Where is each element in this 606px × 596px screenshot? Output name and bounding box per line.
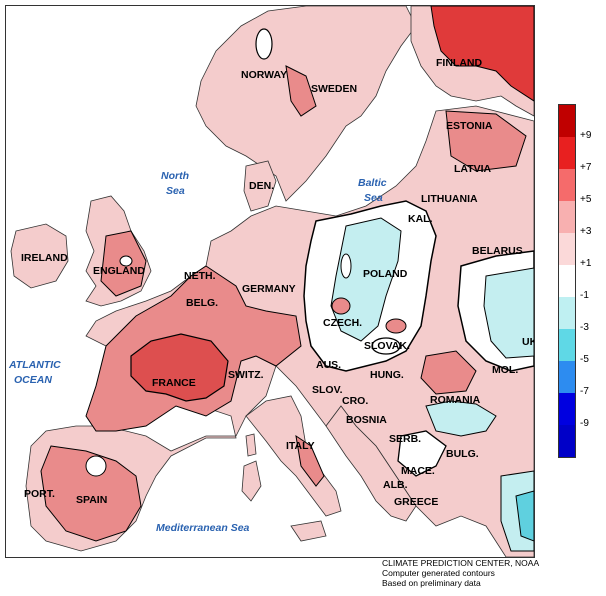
country-label: CRO. (342, 395, 368, 407)
anomaly-finland-warm (430, 6, 534, 102)
legend-swatch (559, 137, 575, 169)
sea-label-atlantic: ATLANTIC (8, 359, 61, 371)
legend-tick-label: +1 (580, 258, 592, 269)
contour-loop (340, 253, 352, 279)
country-label: NETH. (184, 270, 216, 282)
country-label: ALB. (383, 479, 408, 491)
country-label: LATVIA (454, 163, 492, 175)
anomaly-iberia-warm (40, 445, 142, 542)
contour-loop (371, 337, 401, 355)
country-label: SPAIN (76, 494, 107, 506)
country-label: ROMANIA (430, 394, 481, 406)
anomaly-estonia-warm (445, 110, 527, 172)
country-label: FRANCE (152, 377, 196, 389)
country-label: SLOV. (312, 384, 343, 396)
legend-swatch (559, 169, 575, 201)
credits-line: CLIMATE PREDICTION CENTER, NOAA (382, 558, 540, 568)
country-label: DEN. (249, 180, 274, 192)
country-label: GERMANY (242, 283, 296, 295)
legend-tick-label: +7 (580, 162, 592, 173)
legend-tick-label: -3 (580, 322, 589, 333)
country-label: SWEDEN (311, 83, 357, 95)
color-legend (558, 104, 576, 458)
legend-tick-label: -5 (580, 354, 589, 365)
contour-loop (255, 28, 273, 60)
country-label: MACE. (401, 465, 435, 477)
legend-swatch (559, 329, 575, 361)
anomaly-layer (40, 6, 534, 552)
country-label: HUNG. (370, 369, 404, 381)
anomaly-norway-warm (285, 65, 317, 117)
land-italy (245, 395, 342, 517)
country-label: GREECE (394, 496, 438, 508)
credits-line: Based on preliminary data (382, 578, 481, 588)
country-label: SWITZ. (228, 369, 264, 381)
country-label: ENGLAND (93, 265, 145, 277)
land-balkans (325, 405, 417, 522)
legend-swatch (559, 393, 575, 425)
country-label: CZECH. (323, 317, 362, 329)
anomaly-east-cool (483, 267, 534, 359)
country-label: BOSNIA (346, 414, 387, 426)
contour-loop (119, 255, 133, 267)
country-label: BULG. (446, 448, 479, 460)
country-label: SLOVAK. (364, 340, 410, 352)
country-label: ESTONIA (446, 120, 493, 132)
country-label: ITALY (286, 440, 315, 452)
contour-loop (331, 297, 351, 315)
map-canvas: FINLAND NORWAY SWEDEN ESTONIA LATVIA DEN… (8, 6, 534, 557)
legend-tick-label: +9 (580, 130, 592, 141)
country-label: PORT. (24, 488, 55, 500)
credits-line: Computer generated contours (382, 568, 495, 578)
anomaly-balkan-cool (425, 400, 497, 437)
country-label: FINLAND (436, 57, 482, 69)
land-sicily (290, 520, 327, 542)
sea-label-north-sea: Sea (166, 185, 185, 197)
contour-loop (85, 455, 107, 477)
country-labels: FINLAND NORWAY SWEDEN ESTONIA LATVIA DEN… (21, 57, 534, 508)
land-ireland (10, 223, 69, 289)
country-label: AUS. (316, 359, 341, 371)
anomaly-romania-warm (420, 350, 477, 395)
legend-swatch (559, 265, 575, 297)
legend-tick-label: -1 (580, 290, 589, 301)
temperature-anomaly-map: FINLAND NORWAY SWEDEN ESTONIA LATVIA DEN… (5, 5, 535, 558)
country-label: KAL. (408, 213, 433, 225)
anomaly-se-cooler (515, 490, 534, 542)
land-denmark (243, 160, 277, 212)
legend-tick-label: +5 (580, 194, 592, 205)
country-label: LITHUANIA (421, 193, 478, 205)
country-label: BELG. (186, 297, 218, 309)
legend-tick-label: +3 (580, 226, 592, 237)
legend-tick-label: -9 (580, 418, 589, 429)
anomaly-balkan-neutral (397, 430, 447, 477)
legend-tick-label: -7 (580, 386, 589, 397)
sea-label-baltic-sea: Baltic (358, 177, 387, 189)
country-label: SERB. (389, 433, 421, 445)
sea-label-north-sea: North (161, 170, 189, 182)
contour-loop (385, 318, 407, 334)
sea-label-atlantic: OCEAN (14, 374, 52, 386)
country-label: UK (522, 336, 534, 348)
sea-label-baltic-sea: Sea (364, 192, 383, 204)
sea-labels: North Sea Baltic Sea ATLANTIC OCEAN Medi… (8, 170, 387, 534)
legend-swatch (559, 425, 575, 457)
anomaly-france-hot (130, 333, 229, 402)
country-label: POLAND (363, 268, 408, 280)
legend-swatch (559, 201, 575, 233)
country-label: BELARUS (472, 245, 523, 257)
legend-swatch (559, 297, 575, 329)
legend-swatch (559, 361, 575, 393)
sea-label-mediterranean: Mediterranean Sea (156, 522, 250, 534)
land-sardinia (241, 460, 262, 502)
anomaly-italy-warm (295, 434, 325, 487)
country-label: NORWAY (241, 69, 287, 81)
country-label: IRELAND (21, 252, 68, 264)
legend-swatch (559, 105, 575, 137)
land-corsica (245, 433, 257, 457)
country-label: MOL. (492, 364, 518, 376)
legend-swatch (559, 233, 575, 265)
credits-block: CLIMATE PREDICTION CENTER, NOAA Computer… (382, 558, 539, 588)
